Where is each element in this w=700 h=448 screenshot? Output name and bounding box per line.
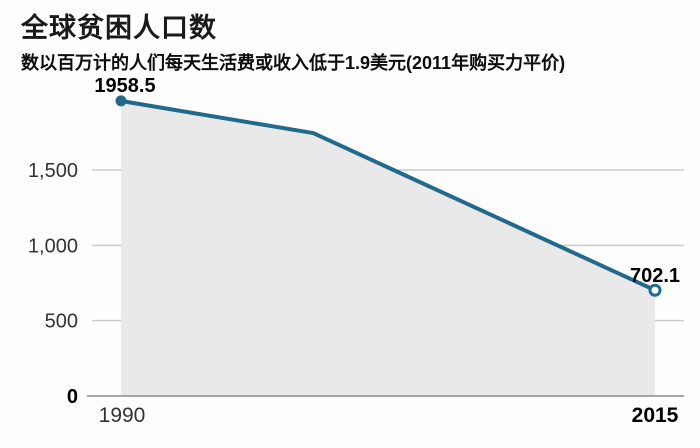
y-tick-label: 1,000 xyxy=(28,235,78,257)
y-axis-labels: 0 500 1,000 1,500 xyxy=(28,160,78,408)
poverty-line-chart: 0 500 1,000 1,500 1958.5 702.1 1990 2015 xyxy=(28,78,684,427)
chart-subtitle: 数以百万计的人们每天生活费或收入低于1.9美元(2011年购买力平价) xyxy=(21,53,566,73)
start-point-marker xyxy=(115,95,127,107)
trend-line xyxy=(119,98,657,293)
end-value-label: 702.1 xyxy=(630,265,680,287)
end-point-marker xyxy=(648,283,662,297)
chart-title: 全球贫困人口数 xyxy=(21,13,217,43)
start-value-label: 1958.5 xyxy=(94,78,155,97)
x-axis-label-2015: 2015 xyxy=(632,404,679,427)
x-axis-label-1990: 1990 xyxy=(99,404,146,427)
area-fill xyxy=(121,100,655,396)
y-tick-label: 1,500 xyxy=(28,160,78,182)
y-tick-label: 500 xyxy=(45,311,78,333)
y-tick-label: 0 xyxy=(67,386,78,408)
